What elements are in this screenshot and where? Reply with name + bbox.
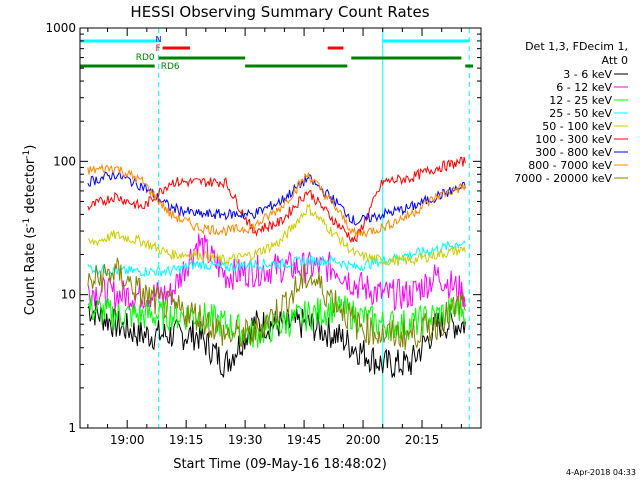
x-tick-label: 19:00 [110, 433, 145, 447]
y-axis-label-main: Count Rate (s [23, 227, 38, 316]
y-tick-label: 10 [61, 288, 76, 302]
x-tick-label: 20:15 [405, 433, 440, 447]
chart-title: HESSI Observing Summary Count Rates [130, 3, 429, 21]
x-axis-label: Start Time (09-May-16 18:48:02) [173, 457, 387, 472]
plot-border [79, 27, 482, 429]
legend-entry-label: 300 - 800 keV [535, 146, 612, 159]
y-tick-label: 100 [53, 154, 76, 168]
x-tick-label: 19:15 [169, 433, 204, 447]
legend-entry-label: 6 - 12 keV [556, 81, 612, 94]
legend-entry-label: 800 - 7000 keV [528, 159, 612, 172]
x-tick-label: 19:45 [287, 433, 322, 447]
legend-header-line2: Att 0 [602, 54, 628, 67]
y-axis-label-sup1: -1 [22, 218, 32, 227]
y-axis-label-sup2: -1 [22, 150, 32, 159]
series-line [87, 169, 466, 226]
flare-label: F [156, 44, 161, 54]
timestamp: 4-Apr-2018 04:33 [566, 468, 636, 477]
legend-entry-label: 25 - 50 keV [549, 107, 612, 120]
rd0-label: RD0 [136, 53, 155, 63]
legend-header-line1: Det 1,3, FDecim 1, [525, 40, 628, 53]
series-line [87, 203, 466, 267]
y-axis-label-mid: detector [23, 158, 38, 218]
series-line [87, 240, 466, 278]
axes: 1 10 100 1000 19:00 19:15 19:30 19:45 20:00 20:15 [45, 21, 482, 447]
legend-entry-label: 12 - 25 keV [549, 94, 612, 107]
y-tick-label: 1 [68, 421, 76, 435]
y-axis-label: Count Rate (s-1 detector-1) [22, 145, 38, 316]
legend-entry-label: 3 - 6 keV [563, 68, 612, 81]
series-line [87, 292, 466, 349]
y-tick-label: 1000 [45, 21, 76, 35]
x-tick-label: 19:30 [228, 433, 263, 447]
legend-entry-label: 100 - 300 keV [535, 133, 612, 146]
legend-entry-label: 7000 - 20000 keV [514, 172, 612, 185]
legend-entry-label: 50 - 100 keV [542, 120, 612, 133]
series-line [87, 163, 466, 239]
series-line [87, 156, 466, 244]
series-line [87, 257, 466, 351]
y-axis-label-end: ) [23, 145, 38, 150]
rd6-label: RD6 [161, 62, 180, 72]
x-tick-label: 20:00 [346, 433, 381, 447]
night-label: N [156, 35, 162, 44]
series-line [87, 300, 466, 378]
